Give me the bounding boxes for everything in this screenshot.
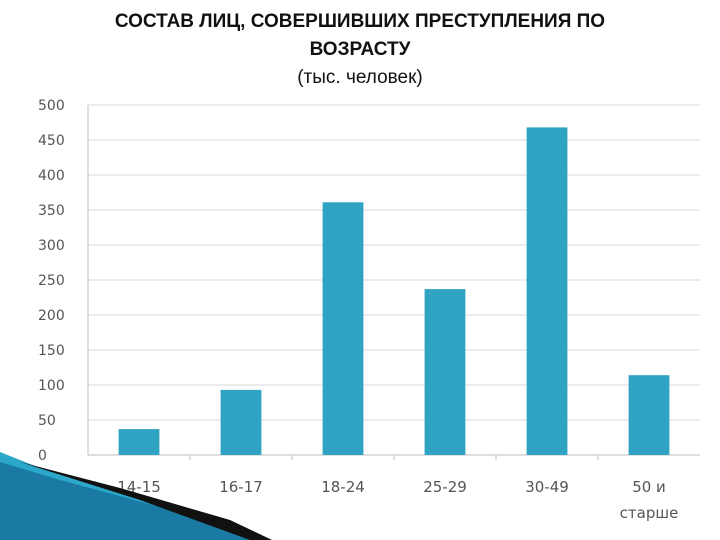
bar [628, 375, 670, 455]
y-tick-label: 50 [38, 413, 56, 429]
y-tick-label: 150 [38, 343, 65, 359]
x-tick-label: 16-17 [219, 478, 263, 496]
bar [526, 127, 568, 456]
bar [424, 289, 466, 455]
slide-corner-decoration [0, 452, 272, 540]
chart-title-line-1: СОСТАВ ЛИЦ, СОВЕРШИВШИХ ПРЕСТУПЛЕНИЯ ПО [114, 11, 606, 32]
y-tick-label: 450 [38, 133, 65, 149]
chart-title-block: СОСТАВ ЛИЦ, СОВЕРШИВШИХ ПРЕСТУПЛЕНИЯ ПО … [0, 8, 720, 92]
x-tick-label: 18-24 [321, 478, 365, 496]
chart-title-line-2: ВОЗРАСТУ [309, 39, 411, 60]
y-tick-label: 300 [38, 238, 65, 254]
corner-swoosh-mid [0, 462, 250, 540]
y-axis-ticks: 0 50 100 150 200 250 300 350 400 450 500 [38, 98, 65, 464]
chart-subtitle: (тыс. человек) [297, 67, 423, 88]
y-tick-label: 250 [38, 273, 65, 289]
y-tick-label: 0 [38, 448, 47, 464]
bar [322, 202, 364, 455]
corner-swoosh-dark [20, 462, 272, 540]
y-tick-label: 350 [38, 203, 65, 219]
bar [118, 429, 160, 455]
x-tick-label: старше [620, 504, 679, 522]
y-tick-label: 500 [38, 98, 65, 114]
y-tick-label: 400 [38, 168, 65, 184]
x-tick-label: 25-29 [423, 478, 467, 496]
y-tick-label: 100 [38, 378, 65, 394]
x-tick-label: 50 и [632, 478, 666, 496]
y-tick-label: 200 [38, 308, 65, 324]
bars [118, 127, 670, 456]
grid-lines [87, 104, 700, 460]
bar [220, 389, 262, 455]
x-tick-label: 30-49 [525, 478, 569, 496]
